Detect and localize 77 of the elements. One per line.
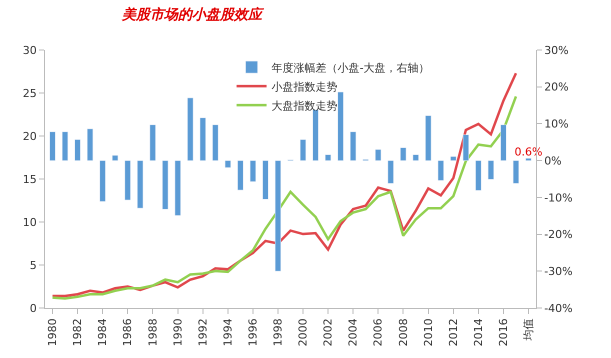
x-tick-label: 1986 [121, 318, 134, 346]
x-tick-label: 1980 [46, 318, 60, 346]
bar [338, 92, 344, 161]
bar [462, 134, 469, 161]
bar [312, 109, 319, 161]
y2-tick-label: -20% [544, 228, 573, 242]
bar [300, 139, 306, 161]
bar [262, 160, 269, 200]
bar [212, 124, 218, 161]
y-tick-label: 30 [22, 44, 37, 57]
x-tick-label: 2002 [322, 318, 335, 346]
bar [475, 160, 482, 191]
x-tick-label: 均值 [522, 318, 536, 342]
y-tick-label: 10 [22, 216, 37, 229]
y2-tick-label: -40% [544, 302, 573, 315]
bar [325, 154, 332, 161]
x-tick-label: 2012 [446, 318, 460, 346]
x-tick-label: 2008 [396, 318, 410, 346]
x-tick-label: 2010 [422, 318, 435, 346]
y2-tick-label: -30% [544, 264, 573, 278]
bar [74, 139, 81, 161]
bar [137, 160, 144, 208]
x-tick-label: 1996 [246, 318, 260, 346]
bar [375, 149, 382, 161]
x-tick-label: 2000 [296, 318, 310, 346]
bar [350, 132, 356, 161]
legend-label: 小盘指数走势 [272, 80, 338, 94]
x-tick-label: 1982 [71, 318, 84, 346]
data-label: 0.6% [514, 145, 542, 158]
y-tick-label: 15 [22, 172, 37, 186]
bar [438, 160, 444, 181]
y2-tick-label: 10% [544, 118, 569, 131]
bar [200, 118, 206, 161]
x-tick-label: 1994 [221, 318, 234, 346]
y-tick-label: 0 [30, 302, 37, 315]
x-tick-label: 2014 [472, 318, 485, 346]
bar [488, 160, 494, 180]
x-tick-label: 1992 [196, 318, 210, 346]
bar [100, 160, 106, 202]
bar [400, 147, 406, 161]
y-tick-label: 25 [22, 86, 37, 100]
bar [124, 160, 131, 200]
y2-tick-label: 20% [544, 80, 569, 94]
bar [187, 98, 194, 161]
bar [49, 132, 56, 161]
bar [87, 128, 94, 161]
bar [450, 156, 456, 161]
bar [62, 132, 68, 161]
bar [412, 154, 419, 161]
bar [237, 160, 244, 190]
bar [500, 124, 506, 161]
x-tick-label: 1998 [272, 318, 285, 346]
bar [425, 115, 432, 161]
y-tick-label: 5 [30, 258, 37, 272]
legend-label: 年度涨幅差（小盘-大盘，右轴） [272, 61, 430, 74]
chart-title: 美股市场的小盘股效应 [121, 6, 266, 23]
x-tick-label: 1984 [96, 318, 110, 346]
x-tick-label: 2006 [372, 318, 385, 346]
x-tick-label: 1990 [171, 318, 184, 346]
bar [250, 160, 256, 182]
legend-label: 大盘指数走势 [272, 99, 338, 112]
bar [150, 124, 156, 161]
x-tick-label: 2004 [346, 318, 360, 346]
bar [512, 160, 520, 184]
y2-tick-label: 0% [544, 154, 562, 168]
x-tick-label: 2016 [497, 318, 510, 346]
bar [174, 160, 181, 216]
bar [525, 158, 532, 161]
y-tick-label: 20 [22, 130, 37, 143]
bar [224, 160, 231, 168]
x-tick-label: 1988 [146, 318, 160, 346]
bar [162, 160, 168, 210]
bar [388, 160, 394, 184]
bar [274, 160, 282, 272]
y2-tick-label: -10% [544, 191, 573, 204]
bar [112, 155, 118, 161]
y2-tick-label: 30% [544, 44, 569, 57]
